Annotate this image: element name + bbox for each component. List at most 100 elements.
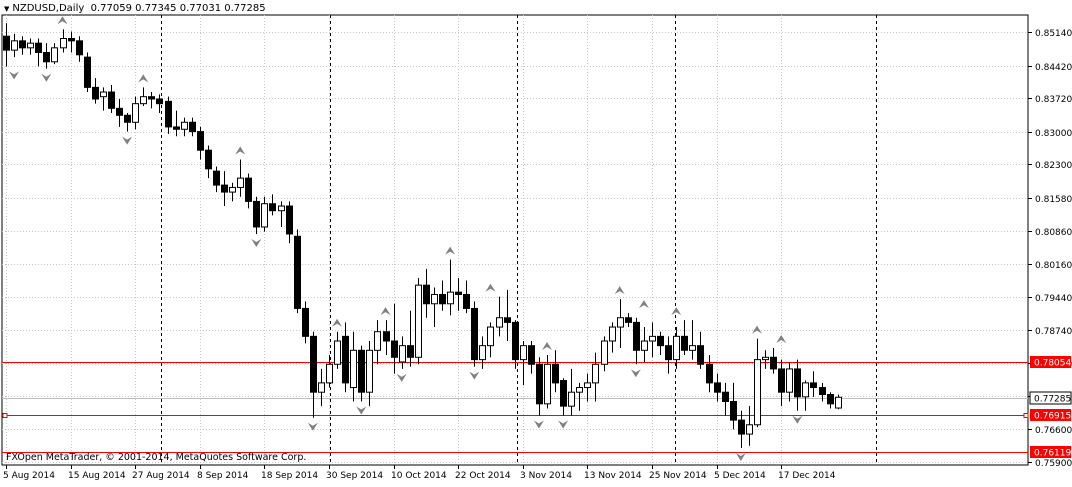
candle-body-bull — [399, 345, 406, 363]
date-tick-label: 13 Nov 2014 — [584, 471, 642, 481]
candle-body-bull — [617, 317, 624, 328]
fractal-down-marker — [792, 415, 803, 424]
date-tick-label: 10 Oct 2014 — [391, 471, 447, 481]
fractal-up-marker — [380, 307, 391, 316]
date-tick-label: 8 Sep 2014 — [197, 471, 249, 481]
candle-body-bear — [286, 205, 293, 235]
level-price-tag — [1030, 446, 1071, 458]
candle-body-bull — [278, 205, 285, 212]
candle-body-bear — [173, 126, 180, 130]
candle-body-bear — [827, 394, 834, 405]
candle-body-bear — [391, 340, 398, 358]
candle-body-bull — [229, 186, 236, 193]
candle-body-bear — [560, 380, 567, 407]
candle-body-bull — [609, 326, 616, 342]
fractal-up-marker — [332, 318, 343, 327]
level-price-label: 0.78054 — [1034, 359, 1071, 369]
candle-body-bull — [592, 363, 599, 384]
fractal-up-marker — [542, 341, 553, 350]
candle-body-bear — [43, 51, 50, 63]
candle-body-bull — [237, 177, 244, 188]
price-tick-label: 0.79440 — [1035, 294, 1072, 304]
price-tick-label: 0.83720 — [1035, 95, 1072, 105]
date-tick-label: 18 Sep 2014 — [261, 471, 318, 481]
price-tick-label: 0.83000 — [1035, 129, 1072, 139]
candle-body-bear — [156, 98, 163, 105]
fractal-up-marker — [614, 286, 625, 295]
date-tick-label: 27 Aug 2014 — [132, 471, 190, 481]
candle-body-bear — [35, 42, 42, 53]
fractal-down-marker — [630, 369, 641, 378]
candle-body-bull — [786, 368, 793, 393]
candle-body-bear — [124, 114, 131, 123]
price-tick-label: 0.78740 — [1035, 327, 1072, 337]
date-tick-label: 17 Dec 2014 — [778, 471, 836, 481]
candle-body-bear — [512, 321, 519, 361]
candle-body-bull — [132, 103, 139, 123]
candle-body-bear — [189, 121, 196, 133]
fractal-up-marker — [638, 300, 649, 309]
candle-body-bear — [657, 335, 664, 347]
candle-body-bear — [722, 391, 729, 403]
candle-body-bear — [19, 40, 26, 49]
candle-body-bear — [463, 293, 470, 309]
candle-body-bear — [92, 86, 99, 100]
candle-body-bull — [326, 363, 333, 384]
fractal-down-marker — [41, 73, 52, 82]
candle-body-bull — [576, 387, 583, 393]
date-tick-label: 5 Aug 2014 — [3, 471, 55, 481]
candle-body-bear — [625, 317, 632, 323]
candle-body-bull — [802, 382, 809, 398]
date-tick-label: 30 Sep 2014 — [326, 471, 383, 481]
candle-body-bull — [100, 91, 107, 98]
fractal-up-marker — [485, 283, 496, 292]
candle-body-bear — [310, 335, 317, 393]
price-tick-label: 0.80160 — [1035, 261, 1072, 271]
candle-body-bear — [116, 107, 123, 116]
candle-body-bull — [479, 345, 486, 361]
candle-body-bull — [60, 38, 67, 49]
candle-body-bear — [819, 387, 826, 396]
candle-body-bear — [738, 419, 745, 435]
candle-body-bear — [383, 331, 390, 342]
candle-body-bear — [697, 345, 704, 365]
candle-body-bear — [3, 35, 10, 51]
level-price-label: 0.76119 — [1034, 449, 1071, 459]
fractal-down-marker — [356, 406, 367, 415]
candle-body-bull — [334, 340, 341, 365]
candle-body-bull — [544, 363, 551, 405]
candle-body-bull — [689, 345, 696, 351]
candle-body-bear — [68, 38, 75, 42]
candle-body-bear — [253, 200, 260, 228]
date-tick-label: 25 Nov 2014 — [649, 471, 707, 481]
level-anchor-left[interactable] — [2, 413, 8, 418]
symbol-timeframe: NZDUSD,Daily — [12, 3, 85, 14]
candle-body-bear — [84, 56, 91, 88]
candle-body-bear — [407, 345, 414, 358]
fractal-up-marker — [57, 16, 68, 25]
candle-body-bull — [584, 382, 591, 389]
fractal-down-marker — [396, 373, 407, 382]
fractal-up-marker — [751, 325, 762, 334]
candle-body-bear — [108, 91, 115, 109]
dropdown-triangle-icon[interactable]: ▼ — [4, 5, 10, 13]
candle-body-bear — [294, 235, 301, 309]
fractal-down-marker — [558, 420, 569, 429]
candle-body-bull — [181, 121, 188, 130]
candle-body-bear — [778, 368, 785, 393]
level-anchor-right[interactable] — [1023, 413, 1029, 418]
candle-body-bull — [51, 47, 58, 63]
candle-body-bull — [754, 359, 761, 426]
price-tick-label: 0.76600 — [1035, 426, 1072, 436]
candle-body-bear — [552, 363, 559, 384]
price-tick-label: 0.80860 — [1035, 228, 1072, 238]
candle-body-bear — [504, 317, 511, 323]
candle-body-bear — [342, 335, 349, 384]
candle-body-bull — [649, 335, 656, 342]
candle-body-bear — [810, 382, 817, 389]
fractal-down-marker — [735, 453, 746, 462]
level-price-tag — [1030, 409, 1071, 421]
copyright-text: FXOpen MetaTrader, © 2001-2014, MetaQuot… — [6, 452, 307, 463]
